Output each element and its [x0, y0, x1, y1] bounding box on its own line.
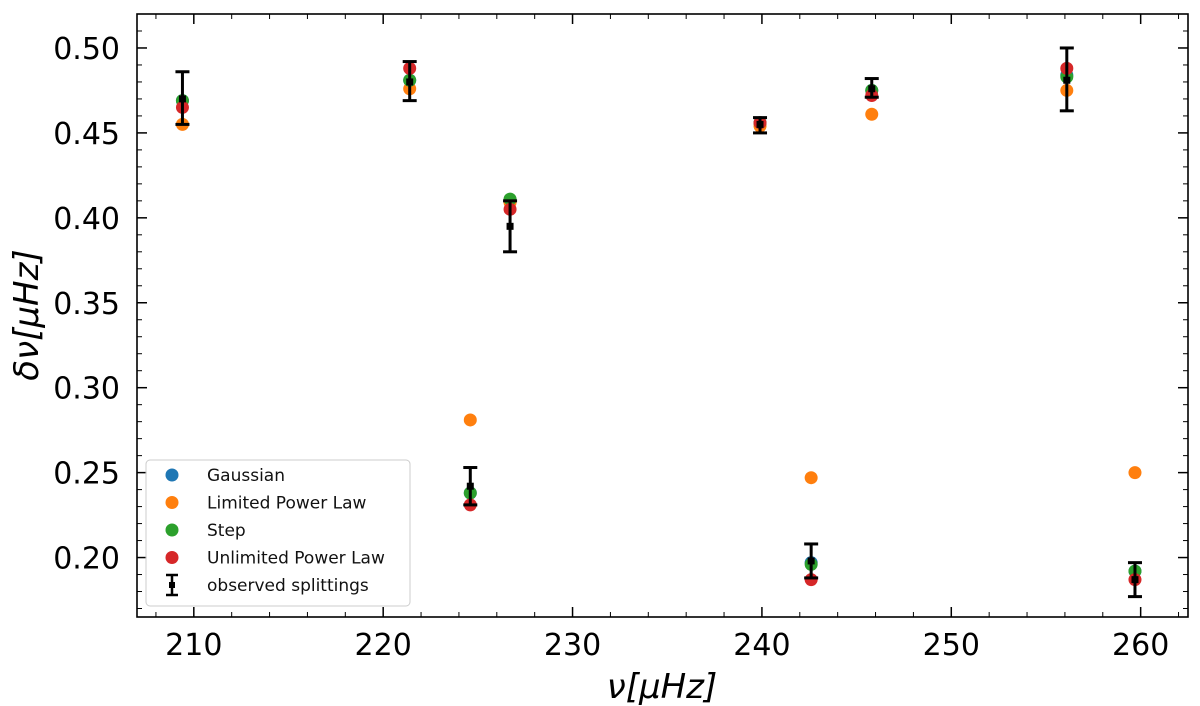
legend-marker-limited-power-law — [165, 496, 179, 509]
legend-label-unlimited-power-law: Unlimited Power Law — [207, 549, 385, 569]
y-axis-title: δν[μHz] — [7, 249, 47, 380]
observed-marker — [406, 78, 414, 86]
legend-label-gaussian: Gaussian — [207, 466, 285, 486]
x-tick-label: 220 — [355, 628, 412, 663]
x-tick-label: 240 — [733, 628, 790, 663]
observed-marker — [466, 482, 474, 490]
legend-marker-gaussian — [165, 468, 179, 482]
point-limited-power-law — [865, 107, 879, 121]
y-tick-label: 0.35 — [53, 287, 120, 322]
x-tick-label: 260 — [1112, 628, 1169, 663]
legend: Gaussian Limited Power Law Step Unlimited P… — [145, 459, 411, 607]
point-limited-power-law — [463, 413, 477, 427]
y-tick-label: 0.50 — [53, 32, 120, 67]
observed-marker — [1131, 576, 1139, 584]
legend-marker-step — [165, 523, 179, 537]
x-tick-label: 230 — [544, 628, 601, 663]
point-limited-power-law — [1128, 466, 1142, 480]
legend-marker-unlimited-power-law — [165, 551, 179, 564]
observed-marker — [178, 95, 186, 103]
x-axis: 210 220 230 240 250 260 — [155, 14, 1180, 663]
observed-errorbars — [175, 46, 1142, 599]
legend-label-step: Step — [207, 521, 246, 541]
observed-marker — [1063, 76, 1071, 84]
point-step — [503, 192, 517, 206]
legend-box — [145, 459, 411, 607]
observed-marker — [807, 557, 815, 565]
legend-marker-square — [169, 582, 175, 588]
y-tick-label: 0.45 — [53, 117, 120, 152]
point-limited-power-law — [804, 471, 818, 485]
y-tick-label: 0.20 — [53, 542, 120, 577]
observed-marker — [506, 222, 514, 230]
legend-label-observed-splittings: observed splittings — [207, 576, 369, 596]
y-tick-label: 0.25 — [53, 457, 120, 492]
x-tick-label: 210 — [165, 628, 222, 663]
observed-marker — [756, 120, 764, 128]
x-axis-title: ν[μHz] — [607, 667, 718, 706]
observed-marker — [868, 85, 876, 93]
y-axis: 0.20 0.25 0.30 0.35 0.40 0.45 0.50 — [53, 30, 1188, 610]
y-tick-label: 0.30 — [53, 372, 120, 407]
legend-label-limited-power-law: Limited Power Law — [207, 494, 366, 514]
y-tick-label: 0.40 — [53, 202, 120, 237]
point-unlimited-power-law — [804, 573, 818, 587]
x-tick-label: 250 — [923, 628, 980, 663]
